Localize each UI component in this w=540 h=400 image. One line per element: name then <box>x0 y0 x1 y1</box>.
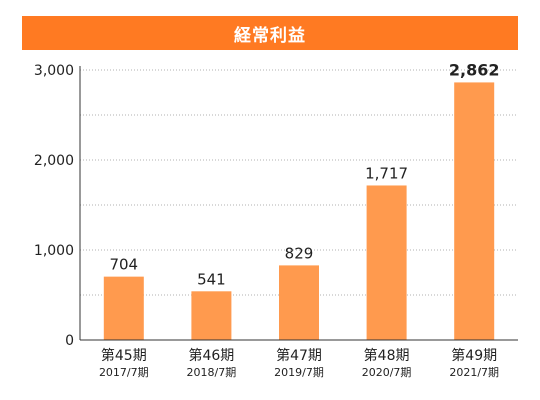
x-tick-label: 第47期 <box>276 347 322 364</box>
bar <box>279 265 319 340</box>
x-tick-sublabel: 2020/7期 <box>362 366 412 379</box>
x-tick-sublabel: 2018/7期 <box>187 366 237 379</box>
data-label: 704 <box>109 256 138 274</box>
x-tick-label: 第45期 <box>101 347 147 364</box>
x-tick-label: 第49期 <box>451 347 497 364</box>
bar <box>191 291 232 340</box>
x-tick-label: 第46期 <box>188 347 234 364</box>
chart-title: 経常利益 <box>22 16 518 50</box>
x-tick-sublabel: 2021/7期 <box>449 366 499 379</box>
data-label: 1,717 <box>365 164 408 182</box>
bar <box>366 185 407 340</box>
data-label: 2,862 <box>449 60 500 79</box>
data-label: 541 <box>197 270 226 288</box>
bar <box>454 82 495 341</box>
x-tick-label: 第48期 <box>364 347 410 364</box>
bar <box>103 276 144 340</box>
data-label: 829 <box>285 244 314 262</box>
y-tick-label: 0 <box>65 333 74 349</box>
x-tick-sublabel: 2019/7期 <box>274 366 324 379</box>
y-tick-label: 3,000 <box>34 63 74 79</box>
y-tick-label: 1,000 <box>34 243 74 259</box>
y-tick-label: 2,000 <box>34 153 74 169</box>
x-tick-sublabel: 2017/7期 <box>99 366 149 379</box>
